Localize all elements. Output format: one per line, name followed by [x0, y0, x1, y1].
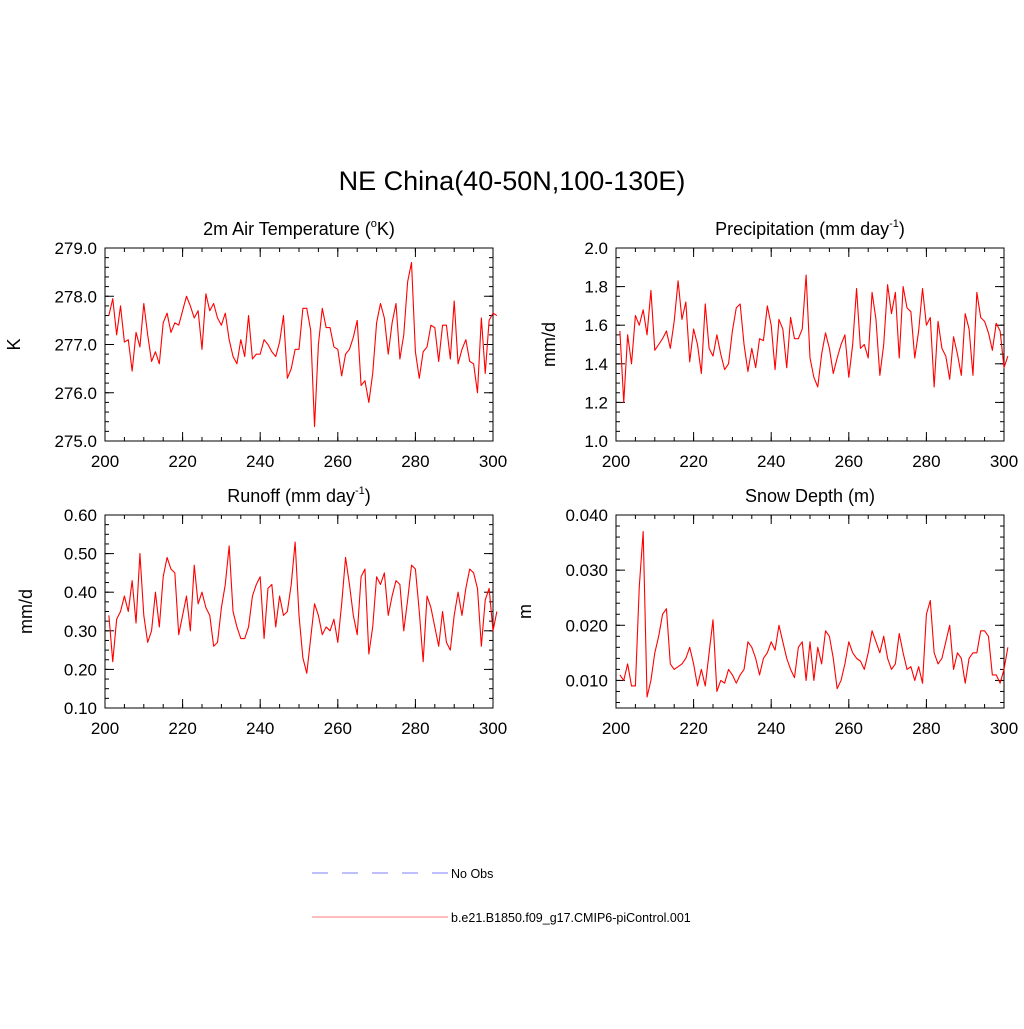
panel-title-main: Runoff (mm day [227, 486, 355, 506]
x-tick-label: 220 [168, 719, 196, 738]
x-tick-label: 300 [479, 452, 507, 471]
x-tick-label: 280 [401, 719, 429, 738]
x-tick-label: 260 [835, 719, 863, 738]
y-tick-label: 279.0 [54, 239, 97, 258]
x-tick-label: 240 [246, 719, 274, 738]
panel-title-main: 2m Air Temperature ( [203, 219, 371, 239]
panel-title-tail: ) [365, 486, 371, 506]
panel-2: Precipitation (mm day-1) mm/d 1.0 1.2 1.4 1.6… [539, 218, 1018, 471]
x-tick-label: 200 [91, 452, 119, 471]
panel-3: Runoff (mm day-1) mm/d 0.10 0.20 0.30 0.40 0.5… [16, 485, 507, 738]
y-axis-label: mm/d [16, 589, 36, 634]
panel-title: Runoff (mm day-1) [227, 485, 371, 506]
x-tick-label: 220 [168, 452, 196, 471]
x-tick-label: 280 [912, 719, 940, 738]
y-tick-label: 1.2 [584, 393, 608, 412]
y-tick-label: 0.50 [64, 545, 97, 564]
panel-title: Precipitation (mm day-1) [715, 218, 905, 239]
panel-4: Snow Depth (m) m 0.010 0.020 0.030 0.040 200 22… [515, 486, 1018, 738]
panel-title-main: Precipitation (mm day [715, 219, 889, 239]
y-tick-label: 276.0 [54, 384, 97, 403]
x-tick-label: 240 [246, 452, 274, 471]
series-line [108, 541, 498, 674]
y-tick-label: 1.6 [584, 316, 608, 335]
y-tick-label: 0.020 [565, 616, 608, 635]
panel-title: Snow Depth (m) [745, 486, 875, 506]
x-tick-label: 200 [602, 452, 630, 471]
x-tick-label: 200 [91, 719, 119, 738]
x-tick-label: 240 [757, 719, 785, 738]
y-axis-label: m [515, 604, 535, 619]
y-tick-label: 1.4 [584, 355, 608, 374]
panel-1: 2m Air Temperature (oK) K 275.0 276.0 277.0 2… [4, 218, 507, 471]
y-tick-label: 0.30 [64, 622, 97, 641]
y-tick-label: 0.40 [64, 583, 97, 602]
figure-title: NE China(40-50N,100-130E) [338, 166, 686, 196]
panel-title-superscript: -1 [355, 485, 365, 497]
y-tick-label: 0.030 [565, 561, 608, 580]
y-tick-label: 0.20 [64, 660, 97, 679]
y-tick-label: 1.8 [584, 278, 608, 297]
series-line [619, 530, 1009, 698]
x-tick-label: 260 [324, 452, 352, 471]
x-tick-label: 220 [679, 719, 707, 738]
y-tick-label: 1.0 [584, 432, 608, 451]
x-tick-label: 300 [990, 452, 1018, 471]
panel-title-superscript: o [371, 218, 377, 230]
y-tick-label: 0.040 [565, 506, 608, 525]
plot-frame [615, 247, 1005, 442]
panel-title: 2m Air Temperature (oK) [203, 218, 395, 239]
x-tick-label: 200 [602, 719, 630, 738]
x-tick-label: 220 [679, 452, 707, 471]
y-tick-label: 0.60 [64, 506, 97, 525]
y-tick-label: 277.0 [54, 336, 97, 355]
x-tick-label: 240 [757, 452, 785, 471]
y-tick-label: 0.10 [64, 699, 97, 718]
panel-title-tail: ) [899, 219, 905, 239]
x-tick-label: 260 [835, 452, 863, 471]
x-tick-label: 260 [324, 719, 352, 738]
y-tick-label: 2.0 [584, 239, 608, 258]
y-axis-label: mm/d [539, 322, 559, 367]
x-tick-label: 300 [479, 719, 507, 738]
panel-title-superscript: -1 [889, 218, 899, 230]
series-line [619, 274, 1009, 403]
x-tick-label: 280 [912, 452, 940, 471]
x-tick-label: 280 [401, 452, 429, 471]
panel-title-main: Snow Depth (m) [745, 486, 875, 506]
y-tick-label: 0.010 [565, 671, 608, 690]
series-line [108, 261, 498, 428]
y-tick-label: 275.0 [54, 432, 97, 451]
legend: No Obs b.e21.B1850.f09_g17.CMIP6-piContro… [312, 867, 691, 925]
legend-label-model: b.e21.B1850.f09_g17.CMIP6-piControl.001 [451, 911, 691, 925]
y-axis-label: K [4, 338, 24, 350]
x-tick-label: 300 [990, 719, 1018, 738]
y-tick-label: 278.0 [54, 287, 97, 306]
plot-frame [615, 514, 1005, 709]
panel-title-tail: K) [377, 219, 395, 239]
legend-label-no-obs: No Obs [451, 867, 493, 881]
